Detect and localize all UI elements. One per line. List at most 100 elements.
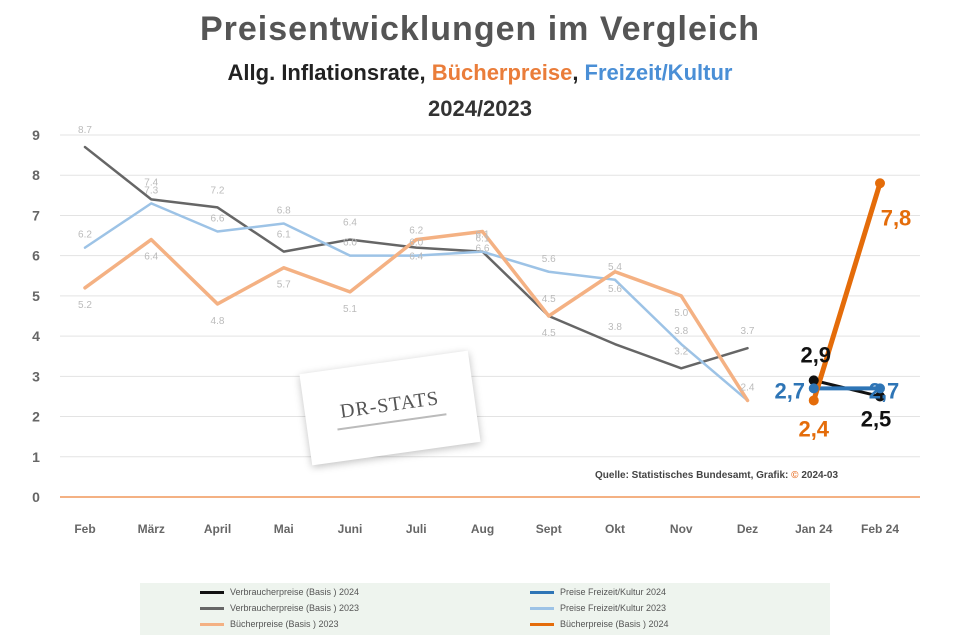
data-label: 6.8 xyxy=(277,205,291,216)
legend-label: Verbraucherpreise (Basis ) 2024 xyxy=(230,587,360,597)
grid-lines xyxy=(60,134,920,498)
y-tick-label: 9 xyxy=(32,127,40,143)
data-label: 7.3 xyxy=(144,185,158,196)
x-tick-label: März xyxy=(138,522,165,536)
data-label: 6.4 xyxy=(409,252,423,263)
y-tick-label: 7 xyxy=(32,207,40,223)
x-tick-label: Jan 24 xyxy=(795,522,833,536)
data-label: 5.6 xyxy=(608,284,622,295)
data-label: 6.4 xyxy=(144,252,158,263)
data-label: 2,7 xyxy=(774,378,805,403)
data-point xyxy=(875,178,885,189)
data-label: 7.2 xyxy=(211,185,225,196)
data-point xyxy=(808,383,819,394)
data-label: 5.0 xyxy=(674,308,688,319)
series-line xyxy=(83,145,749,370)
stamp-logo: DR-STATS xyxy=(338,386,441,423)
y-tick-label: 3 xyxy=(32,368,40,384)
data-point xyxy=(875,383,885,394)
source-text: Quelle: Statistisches Bundesamt, Grafik: xyxy=(595,470,792,481)
subtitle-part-inflation: Allg. Inflationsrate, xyxy=(227,60,432,85)
legend-item: Preise Freizeit/Kultur 2024 xyxy=(530,587,666,597)
x-tick-label: Feb xyxy=(74,522,95,536)
data-label: 6.0 xyxy=(343,238,357,249)
subtitle-part-books: Bücherpreise xyxy=(431,60,573,85)
data-label: 3.8 xyxy=(674,326,688,337)
legend-item: Preise Freizeit/Kultur 2023 xyxy=(530,603,666,613)
y-tick-label: 2 xyxy=(32,409,40,425)
data-label: 5.2 xyxy=(78,300,92,311)
data-label: 2.4 xyxy=(741,382,755,393)
chart-legend: Verbraucherpreise (Basis ) 2024 Preise F… xyxy=(140,583,830,635)
data-label: 2,7 xyxy=(869,378,900,403)
data-label: 6.6 xyxy=(476,244,490,255)
data-label: 4.5 xyxy=(542,328,556,339)
y-tick-label: 0 xyxy=(32,489,40,505)
chart-title: Preisentwicklungen im Vergleich xyxy=(199,10,761,48)
data-label: 6.4 xyxy=(343,218,357,229)
source-highlight: © xyxy=(791,470,799,481)
data-label: 6.2 xyxy=(78,230,92,241)
data-point xyxy=(808,375,819,386)
data-label: 6.0 xyxy=(409,238,423,249)
series-line xyxy=(83,229,750,403)
y-tick-label: 8 xyxy=(32,167,40,183)
subtitle-part-leisure: Freizeit/Kultur xyxy=(584,60,733,85)
x-tick-label: Sept xyxy=(536,522,562,536)
x-tick-label: Dez xyxy=(737,522,758,536)
data-label: 2,9 xyxy=(800,342,831,367)
legend-item: Verbraucherpreise (Basis ) 2024 xyxy=(200,587,359,597)
data-label: 3.8 xyxy=(608,322,622,333)
x-tick-label: Feb 24 xyxy=(861,522,899,536)
data-label: 6.1 xyxy=(277,230,291,241)
data-label: 2,5 xyxy=(861,406,892,431)
series-line xyxy=(811,180,883,403)
legend-label: Preise Freizeit/Kultur 2024 xyxy=(560,587,667,597)
legend-label: Verbraucherpreise (Basis ) 2023 xyxy=(230,603,360,613)
legend-swatch xyxy=(530,606,554,610)
legend-swatch xyxy=(200,590,224,594)
data-label: 5.1 xyxy=(343,304,357,315)
x-axis-ticks: Feb März April Mai Juni Juli Aug Sept Okt Nov Dez J… xyxy=(74,522,899,536)
series-line xyxy=(83,202,749,402)
y-tick-label: 5 xyxy=(32,288,40,304)
x-tick-label: Juni xyxy=(338,522,363,536)
data-label: 7,8 xyxy=(881,205,912,230)
legend-item: Bücherpreise (Basis ) 2023 xyxy=(200,619,339,629)
data-label: 6.1 xyxy=(476,234,490,245)
x-tick-label: Mai xyxy=(274,522,294,536)
x-tick-label: Juli xyxy=(406,522,427,536)
chart-subtitle: Allg. Inflationsrate, Bücherpreise, Frei… xyxy=(0,60,960,86)
legend-swatch xyxy=(200,622,224,626)
data-label: 6.2 xyxy=(409,226,423,237)
y-tick-label: 4 xyxy=(32,328,40,344)
data-point xyxy=(808,395,819,406)
data-label: 5.7 xyxy=(277,280,291,291)
legend-label: Preise Freizeit/Kultur 2023 xyxy=(560,603,667,613)
data-label: 5.4 xyxy=(608,262,622,273)
data-label: 3.2 xyxy=(674,346,688,357)
y-tick-label: 6 xyxy=(32,248,40,264)
x-tick-label: April xyxy=(204,522,231,536)
data-label: 3.7 xyxy=(741,326,755,337)
series-points xyxy=(808,178,885,406)
x-tick-label: Nov xyxy=(670,522,693,536)
data-labels: 8.7 7.4 7.2 6.1 6.4 6.2 6.1 4.5 3.8 3.2 3.7 6.2 7.3 6… xyxy=(78,125,911,441)
legend-label: Bücherpreise (Basis ) 2023 xyxy=(230,619,339,629)
data-label: 6.1 xyxy=(476,230,490,241)
legend-swatch xyxy=(530,590,554,594)
x-tick-label: Okt xyxy=(605,522,625,536)
legend-item: Bücherpreise (Basis ) 2024 xyxy=(530,619,669,629)
data-label: 5.6 xyxy=(542,254,556,265)
data-label: 6.6 xyxy=(211,214,225,225)
legend-swatch xyxy=(530,622,554,626)
x-tick-label: Aug xyxy=(471,522,494,536)
source-suffix: 2024-03 xyxy=(798,470,839,481)
data-label: 4.8 xyxy=(211,316,225,327)
y-axis-ticks: 0 1 2 3 4 5 6 7 8 9 xyxy=(32,127,40,505)
legend-swatch xyxy=(200,606,224,610)
data-label: 2,4 xyxy=(798,416,829,441)
data-label: 4.5 xyxy=(542,294,556,305)
data-point xyxy=(875,391,885,402)
